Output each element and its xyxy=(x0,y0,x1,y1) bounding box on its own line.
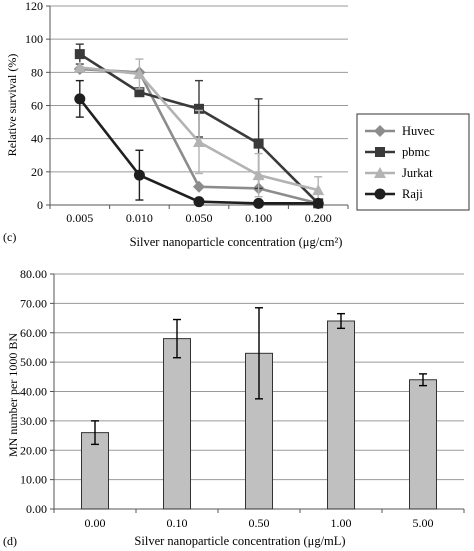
c-point-jurkat xyxy=(252,169,265,181)
c-series-group xyxy=(73,43,325,210)
c-point-jurkat xyxy=(73,61,86,73)
d-x-tick-label: 0.10 xyxy=(167,516,188,530)
d-x-tick-label: 0.50 xyxy=(249,516,270,530)
c-legend: Huvec pbmc Jurkat Raji xyxy=(356,113,470,211)
c-legend-label-raji: Raji xyxy=(402,187,423,201)
c-point-pbmc xyxy=(253,138,264,149)
c-x-tick-label: 0.005 xyxy=(66,211,93,225)
d-x-tick-label: 0.00 xyxy=(85,516,106,530)
chart-c-line: 0 20 40 60 80 100 120 0.005 0.010 0.050 0.100 0.20… xyxy=(3,0,470,249)
c-y-tick-label: 120 xyxy=(25,0,43,13)
c-legend-marker-raji xyxy=(374,188,386,200)
c-series-raji xyxy=(74,79,324,209)
c-y-tick-label: 60 xyxy=(31,99,43,113)
d-bar xyxy=(327,320,355,510)
d-x-axis-label: Silver nanoparticle concentration (μg/mL… xyxy=(134,534,345,548)
c-legend-marker-pbmc xyxy=(375,147,385,157)
c-point-raji xyxy=(312,197,324,209)
d-panel-label: (d) xyxy=(3,534,17,548)
c-legend-marker-jurkat xyxy=(374,167,386,178)
c-panel-label: (c) xyxy=(3,230,16,244)
c-point-pbmc xyxy=(134,87,145,98)
d-bars-group xyxy=(81,307,437,510)
c-point-jurkat xyxy=(133,67,146,79)
c-point-jurkat xyxy=(193,135,205,147)
c-y-tick-label: 40 xyxy=(31,132,43,146)
d-y-tick-label: 60.00 xyxy=(20,326,47,340)
c-legend-label-pbmc: pbmc xyxy=(402,145,430,159)
c-point-pbmc xyxy=(194,103,204,114)
c-x-tick-label: 0.010 xyxy=(126,211,153,225)
c-legend-label-huvec: Huvec xyxy=(402,124,435,138)
c-y-tick-label: 80 xyxy=(31,65,43,79)
d-y-tick-label: 20.00 xyxy=(20,443,47,457)
c-point-pbmc xyxy=(74,49,85,60)
d-x-tick-labels: 0.00 0.10 0.50 1.00 5.00 xyxy=(85,516,434,530)
c-point-jurkat xyxy=(312,184,325,196)
c-x-tick-labels: 0.005 0.010 0.050 0.100 0.200 xyxy=(66,211,331,225)
d-bar xyxy=(409,379,437,510)
d-bar xyxy=(81,432,109,510)
c-x-tick-label: 0.100 xyxy=(245,211,272,225)
d-y-tick-label: 50.00 xyxy=(20,355,47,369)
c-point-raji xyxy=(74,93,86,105)
c-series-jurkat xyxy=(73,58,325,205)
d-y-tick-label: 10.00 xyxy=(20,473,47,487)
c-series-pbmc xyxy=(74,43,324,209)
c-point-huvec xyxy=(193,180,205,193)
c-y-tick-label: 100 xyxy=(25,32,43,46)
c-y-tick-labels: 0 20 40 60 80 100 120 xyxy=(25,0,43,212)
c-point-raji xyxy=(253,197,265,209)
c-point-raji xyxy=(193,196,205,208)
c-x-tick-label: 0.050 xyxy=(186,211,213,225)
d-y-tick-label: 80.00 xyxy=(20,267,47,281)
d-x-tick-label: 1.00 xyxy=(331,516,352,530)
d-y-tick-labels: 0.00 10.00 20.00 30.00 40.00 50.00 60.00 70.00 8… xyxy=(20,267,47,516)
c-y-axis-label: Relative survival (%) xyxy=(5,54,19,157)
d-x-tick-label: 5.00 xyxy=(413,516,434,530)
d-y-axis-label: MN number per 1000 BN xyxy=(6,333,20,457)
c-x-axis-label: Silver nanoparticle concentration (μg/cm… xyxy=(130,235,343,249)
c-y-tick-label: 20 xyxy=(31,165,43,179)
d-y-tick-label: 70.00 xyxy=(20,296,47,310)
d-bar xyxy=(163,338,191,510)
c-legend-marker-huvec xyxy=(374,125,386,137)
d-y-tick-label: 40.00 xyxy=(20,385,47,399)
c-point-raji xyxy=(133,169,145,181)
c-y-tick-label: 0 xyxy=(37,198,43,212)
d-y-tick-label: 30.00 xyxy=(20,414,47,428)
chart-d-bar: 0.00 10.00 20.00 30.00 40.00 50.00 60.00 70.00 8… xyxy=(3,267,465,548)
c-x-tick-label: 0.200 xyxy=(305,211,332,225)
d-y-tick-label: 0.00 xyxy=(26,502,47,516)
c-legend-label-jurkat: Jurkat xyxy=(402,166,433,180)
